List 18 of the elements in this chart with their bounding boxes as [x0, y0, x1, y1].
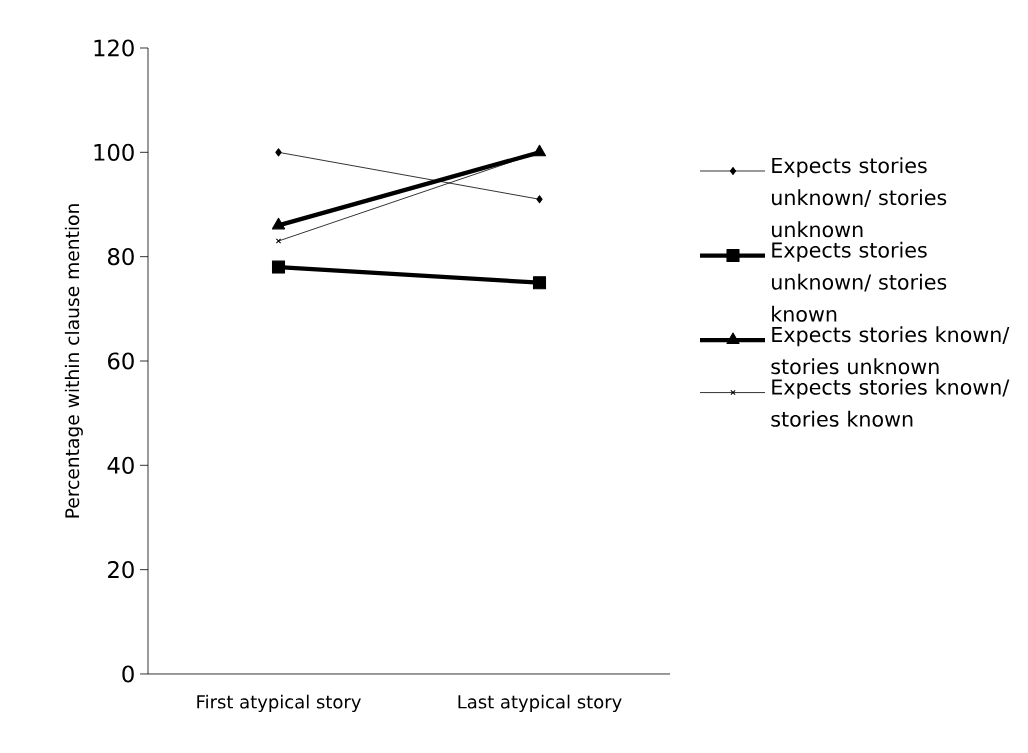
- y-axis-title: Percentage within clause mention: [64, 204, 83, 518]
- point: [536, 195, 543, 204]
- y-tick-label: 100: [94, 143, 134, 161]
- y-tick-label: 20: [108, 561, 134, 579]
- x-tick-label: First atypical story: [197, 694, 361, 713]
- y-tick-label: 80: [108, 248, 134, 266]
- legend-label: Expects stories unknown/ stories unknown: [772, 157, 947, 238]
- point: [532, 276, 547, 290]
- y-tick-label: 120: [94, 39, 134, 57]
- y-tick-label: 60: [108, 352, 134, 370]
- x-tick-label: Last atypical story: [458, 694, 622, 713]
- y-tick-label: 0: [122, 665, 134, 683]
- legend-label: Expects stories known/ stories known: [771, 378, 1010, 427]
- point: [275, 148, 282, 157]
- point: [271, 260, 286, 274]
- legend-label: Expects stories known/ stories unknown: [771, 326, 1010, 375]
- y-tick-label: 40: [107, 456, 134, 474]
- legend-label: Expects stories unknown/ stories known: [772, 241, 947, 322]
